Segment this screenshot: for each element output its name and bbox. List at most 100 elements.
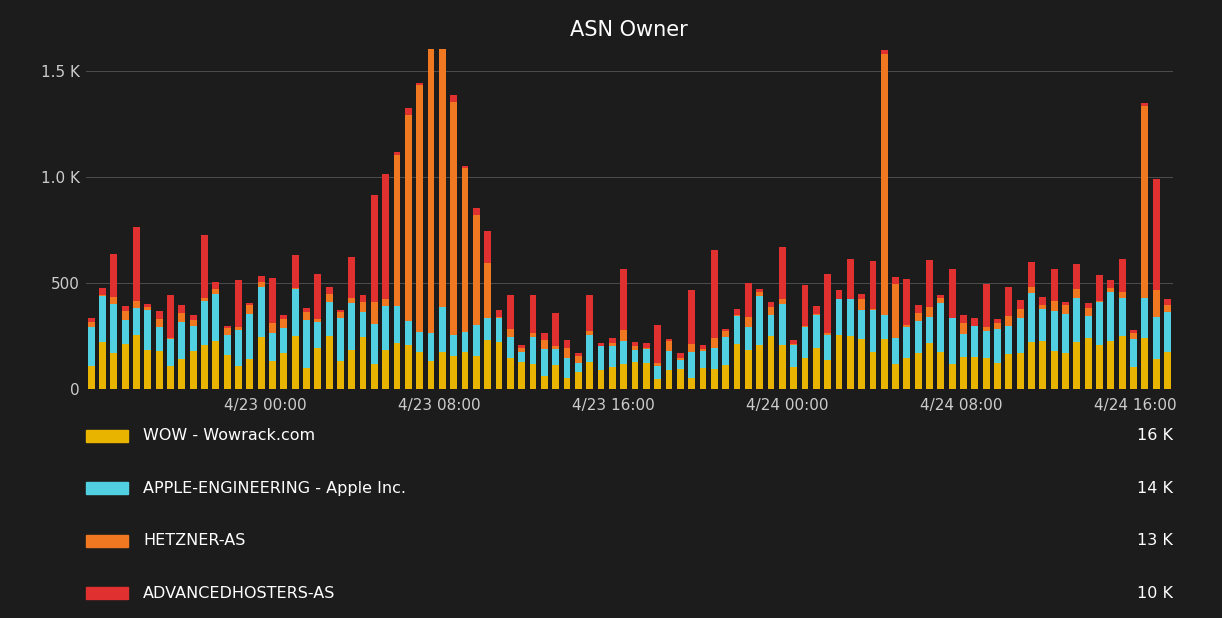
- Bar: [677, 353, 684, 358]
- Bar: [722, 331, 730, 337]
- Bar: [1119, 297, 1125, 336]
- Bar: [496, 310, 502, 317]
- Bar: [960, 315, 967, 323]
- Bar: [621, 364, 627, 389]
- Bar: [393, 155, 401, 306]
- Bar: [292, 255, 298, 288]
- Bar: [892, 339, 899, 364]
- Bar: [337, 313, 343, 318]
- Bar: [847, 336, 854, 389]
- Bar: [496, 342, 502, 389]
- Bar: [404, 345, 412, 389]
- Bar: [269, 323, 276, 333]
- Bar: [587, 295, 593, 331]
- Bar: [348, 257, 356, 298]
- Bar: [767, 315, 775, 336]
- Bar: [393, 306, 401, 342]
- Bar: [417, 83, 423, 85]
- Bar: [518, 352, 525, 362]
- Bar: [621, 269, 627, 331]
- Bar: [417, 85, 423, 332]
- Bar: [178, 305, 186, 313]
- Bar: [359, 337, 367, 389]
- Bar: [552, 313, 560, 345]
- Bar: [1130, 339, 1136, 367]
- Bar: [382, 174, 389, 299]
- Bar: [836, 299, 842, 335]
- Bar: [269, 333, 276, 361]
- Bar: [144, 307, 152, 310]
- Bar: [1006, 354, 1012, 389]
- Bar: [1028, 262, 1035, 287]
- Bar: [202, 345, 208, 389]
- Bar: [1096, 345, 1103, 389]
- Bar: [587, 331, 593, 335]
- Bar: [258, 282, 264, 287]
- Bar: [88, 328, 94, 366]
- Bar: [563, 340, 571, 349]
- Bar: [791, 344, 797, 345]
- Bar: [359, 312, 367, 337]
- Bar: [756, 344, 763, 389]
- Bar: [791, 345, 797, 366]
- Bar: [178, 359, 186, 389]
- Bar: [563, 349, 571, 358]
- Bar: [133, 301, 139, 308]
- Bar: [666, 341, 672, 350]
- Bar: [1096, 302, 1103, 345]
- Bar: [1062, 315, 1069, 353]
- Bar: [733, 310, 741, 315]
- Bar: [824, 333, 831, 335]
- Bar: [371, 364, 378, 389]
- Bar: [552, 349, 560, 365]
- Bar: [484, 318, 491, 340]
- Bar: [767, 302, 775, 307]
- Bar: [439, 352, 446, 389]
- Bar: [518, 362, 525, 389]
- Bar: [473, 215, 480, 325]
- Bar: [858, 294, 865, 299]
- Bar: [541, 332, 547, 340]
- Bar: [1096, 275, 1103, 301]
- Bar: [110, 297, 117, 304]
- Bar: [598, 346, 605, 370]
- Bar: [699, 368, 706, 389]
- Bar: [428, 362, 435, 389]
- Bar: [258, 276, 264, 282]
- Bar: [632, 346, 638, 350]
- Bar: [393, 342, 401, 389]
- Bar: [280, 319, 287, 328]
- Bar: [314, 274, 321, 319]
- Bar: [926, 343, 932, 389]
- Bar: [428, 333, 435, 362]
- Bar: [563, 358, 571, 378]
- Bar: [632, 350, 638, 362]
- Bar: [881, 339, 887, 389]
- Bar: [258, 337, 264, 389]
- Bar: [915, 313, 921, 321]
- Bar: [791, 340, 797, 344]
- Bar: [439, 5, 446, 307]
- Bar: [1062, 353, 1069, 389]
- Bar: [632, 342, 638, 346]
- Bar: [1040, 305, 1046, 310]
- Bar: [518, 348, 525, 352]
- Bar: [348, 350, 356, 389]
- Bar: [155, 311, 163, 319]
- Bar: [451, 95, 457, 101]
- Bar: [824, 274, 831, 333]
- Bar: [971, 357, 979, 389]
- Bar: [1073, 289, 1080, 298]
- Bar: [598, 370, 605, 389]
- Bar: [778, 304, 786, 345]
- Bar: [643, 349, 650, 363]
- Bar: [189, 315, 197, 320]
- Bar: [484, 263, 491, 318]
- Bar: [870, 352, 876, 389]
- Bar: [484, 231, 491, 263]
- Bar: [1062, 302, 1069, 305]
- Bar: [428, 40, 435, 45]
- Bar: [110, 304, 117, 353]
- Bar: [745, 327, 752, 350]
- Bar: [576, 356, 582, 363]
